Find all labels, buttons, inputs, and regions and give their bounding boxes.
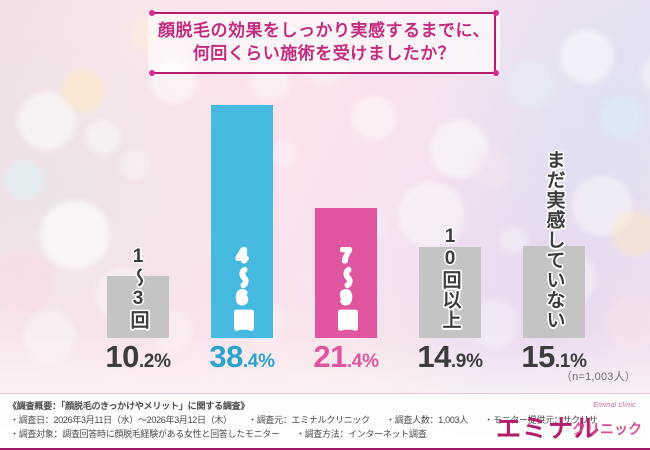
bokeh-circle (470, 150, 510, 190)
bokeh-circle (4, 160, 44, 200)
footer-survey-method: ・調査方法：インターネット調査 (295, 429, 427, 439)
bar-value-decimal: .4% (242, 351, 275, 372)
bokeh-circle (0, 250, 54, 314)
title-right-rule (494, 12, 496, 74)
brand-logo-en: Eminal clinic (593, 402, 636, 409)
title-top-rule (152, 12, 496, 14)
title-dot-bottom-left (149, 70, 155, 76)
title-dot-top-left (149, 10, 155, 16)
footer-row-2: ・調査対象：調査回答時に顔脱毛経験がある女性と回答したモニター ・調査方法：イン… (10, 427, 440, 440)
footer-survey-source: ・調査元：エミナルクリニック (248, 415, 370, 425)
bokeh-circle (270, 140, 296, 166)
bokeh-circle (560, 30, 614, 84)
footer-survey-target: ・調査対象：調査回答時に顔脱毛経験がある女性と回答したモニター (10, 429, 280, 439)
bar-value-label: 10.2% (105, 339, 171, 374)
bar-value-decimal: .1% (554, 351, 587, 372)
bar-category-label: 4〜6回 (231, 246, 253, 330)
bokeh-circle (612, 210, 650, 256)
bokeh-circle (352, 96, 396, 140)
title-bottom-rule (152, 72, 496, 74)
bar-2[interactable] (211, 105, 273, 338)
bar-value-integer: 15 (521, 339, 555, 374)
bar-value-label: 21.4% (313, 339, 379, 374)
bar-3[interactable] (315, 208, 377, 338)
bar-value-integer: 14 (417, 339, 451, 374)
brand-logo-main: エミナル (496, 415, 601, 443)
chart-column: 4〜6回 38.4% (186, 78, 298, 372)
bar-value-decimal: .9% (450, 351, 483, 372)
bokeh-circle (62, 70, 104, 112)
bokeh-circle (640, 56, 650, 92)
bokeh-circle (506, 60, 554, 108)
bokeh-circle (40, 200, 110, 270)
chart-column: 1〜3回 10.2% (82, 78, 194, 372)
bar-value-label: 14.9% (417, 339, 483, 374)
bar-value-decimal: .2% (138, 351, 171, 372)
bar-value-integer: 10 (105, 339, 139, 374)
footer: 《調査概要：「顔脱毛のきっかけやメリット」に関する調査》 ・調査日：2026年3… (0, 393, 650, 450)
bar-category-label: 7〜9回 (335, 246, 357, 330)
bar-5[interactable] (523, 246, 585, 338)
bokeh-circle (600, 96, 642, 138)
chart-column: 7〜9回 21.4% (290, 78, 402, 372)
page-title: 顔脱毛の効果をしっかり実感するまでに、 何回くらい施術を受けましたか？ (148, 19, 500, 65)
title-dot-top-right (493, 10, 499, 16)
bar-4[interactable] (419, 247, 481, 338)
bokeh-circle (398, 182, 464, 248)
bar-value-integer: 38 (209, 339, 243, 374)
bar-chart: 1〜3回 10.2% 4〜6回 38.4% 7〜9回 21.4% 10回以上 14.9% まだ実… (0, 78, 650, 372)
page-title-line1: 顔脱毛の効果をしっかり実感するまでに、 (158, 21, 490, 40)
bar-value-integer: 21 (313, 339, 347, 374)
footer-survey-date: ・調査日：2026年3月11日（水）〜2026年3月12日（木） (10, 415, 232, 425)
bokeh-circle (572, 176, 632, 236)
bar-value-label: 15.1% (521, 339, 587, 374)
bar-category-label: 10回以上 (439, 226, 461, 330)
chart-column: まだ実感していない 15.1% (498, 78, 610, 372)
footer-heading: 《調査概要：「顔脱毛のきっかけやメリット」に関する調査》 (8, 401, 250, 411)
footer-row-1: ・調査日：2026年3月11日（水）〜2026年3月12日（木） ・調査元：エミ… (10, 413, 611, 426)
chart-column: 10回以上 14.9% (394, 78, 506, 372)
bokeh-circle (86, 120, 120, 154)
footer-bottom-rule (0, 448, 650, 450)
footer-sample-count: ・調査人数：1,003人 (386, 415, 468, 425)
sample-size-note: （n=1,003人） (560, 371, 636, 383)
brand-logo-sub: クリニック (572, 421, 642, 437)
bokeh-circle (120, 150, 150, 180)
bar-value-decimal: .4% (346, 351, 379, 372)
bar-category-label: まだ実感していない (543, 150, 565, 330)
bar-category-label: 1〜3回 (127, 246, 149, 330)
bar-1[interactable] (107, 276, 169, 338)
title-frame: 顔脱毛の効果をしっかり実感するまでに、 何回くらい施術を受けましたか？ (148, 10, 500, 76)
brand-logo: Eminal clinic エミナル クリニック (496, 402, 644, 443)
title-panel (148, 12, 500, 74)
page-title-line2: 何回くらい施術を受けましたか？ (192, 44, 456, 63)
footer-monitor-provider: ・モニター提供元：サクリサ (484, 415, 598, 425)
title-dot-bottom-right (493, 70, 499, 76)
bar-value-label: 38.4% (209, 339, 275, 374)
